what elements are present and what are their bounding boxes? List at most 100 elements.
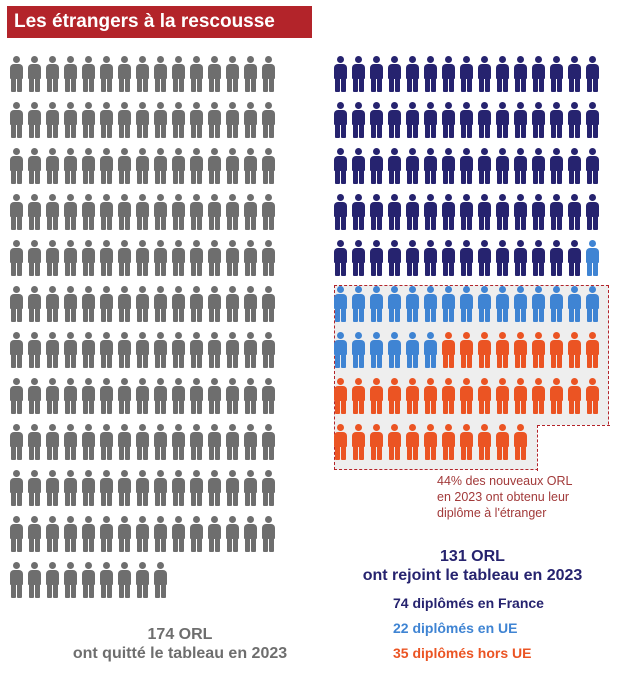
departed-person-icon	[64, 470, 77, 506]
departed-person-icon	[190, 194, 203, 230]
departed-person-icon	[190, 240, 203, 276]
france-graduate-icon	[478, 56, 491, 92]
france-graduate-icon	[496, 240, 509, 276]
france-graduate-icon	[550, 240, 563, 276]
non-eu-graduate-icon	[352, 424, 365, 460]
eu-graduate-icon	[388, 332, 401, 368]
non-eu-graduate-icon	[352, 378, 365, 414]
france-graduate-icon	[352, 148, 365, 184]
non-eu-graduate-icon	[586, 378, 599, 414]
departed-person-icon	[28, 562, 41, 598]
departed-person-icon	[64, 332, 77, 368]
departed-person-icon	[10, 102, 23, 138]
departed-person-icon	[208, 56, 221, 92]
departed-person-icon	[118, 424, 131, 460]
france-graduate-icon	[370, 148, 383, 184]
departed-caption: ont quitté le tableau en 2023	[72, 645, 288, 662]
departed-person-icon	[154, 194, 167, 230]
france-graduate-icon	[388, 240, 401, 276]
departed-person-icon	[100, 194, 113, 230]
departed-person-icon	[190, 378, 203, 414]
departed-person-icon	[10, 424, 23, 460]
departed-person-icon	[82, 56, 95, 92]
eu-graduate-icon	[352, 332, 365, 368]
france-graduate-icon	[352, 56, 365, 92]
non-eu-graduate-icon	[442, 332, 455, 368]
departed-stat: 174 ORL ont quitté le tableau en 2023	[15, 625, 345, 663]
departed-person-icon	[226, 516, 239, 552]
departed-person-icon	[262, 102, 275, 138]
non-eu-graduate-icon	[496, 378, 509, 414]
eu-graduate-icon	[586, 240, 599, 276]
departed-person-icon	[46, 148, 59, 184]
departed-person-icon	[244, 516, 257, 552]
eu-graduate-icon	[424, 332, 437, 368]
france-graduate-icon	[514, 194, 527, 230]
france-graduate-icon	[388, 56, 401, 92]
departed-person-icon	[136, 240, 149, 276]
departed-person-icon	[64, 56, 77, 92]
france-graduate-icon	[460, 56, 473, 92]
france-graduate-icon	[478, 102, 491, 138]
france-graduate-icon	[442, 240, 455, 276]
departed-person-icon	[28, 240, 41, 276]
departed-person-icon	[172, 516, 185, 552]
departed-person-icon	[118, 332, 131, 368]
france-graduate-icon	[370, 102, 383, 138]
departed-person-icon	[190, 286, 203, 322]
departed-person-icon	[10, 378, 23, 414]
departed-person-icon	[46, 562, 59, 598]
non-eu-graduate-icon	[496, 424, 509, 460]
departed-person-icon	[46, 332, 59, 368]
departed-orl-pictogram	[10, 56, 290, 616]
departed-person-icon	[136, 562, 149, 598]
departed-person-icon	[118, 56, 131, 92]
france-graduate-icon	[352, 240, 365, 276]
non-eu-graduate-icon	[496, 332, 509, 368]
departed-person-icon	[118, 516, 131, 552]
france-graduate-icon	[550, 194, 563, 230]
departed-person-icon	[136, 194, 149, 230]
departed-person-icon	[262, 424, 275, 460]
departed-person-icon	[244, 424, 257, 460]
non-eu-graduate-icon	[586, 332, 599, 368]
departed-person-icon	[154, 470, 167, 506]
non-eu-graduate-icon	[532, 332, 545, 368]
departed-person-icon	[82, 332, 95, 368]
departed-person-icon	[64, 148, 77, 184]
departed-person-icon	[154, 148, 167, 184]
departed-person-icon	[64, 286, 77, 322]
non-eu-graduate-icon	[334, 424, 347, 460]
departed-person-icon	[262, 470, 275, 506]
departed-person-icon	[118, 562, 131, 598]
non-eu-graduate-icon	[514, 378, 527, 414]
france-graduate-icon	[370, 56, 383, 92]
france-graduate-icon	[568, 148, 581, 184]
france-graduate-icon	[460, 102, 473, 138]
departed-person-icon	[172, 194, 185, 230]
departed-person-icon	[190, 332, 203, 368]
departed-person-icon	[244, 194, 257, 230]
departed-person-icon	[136, 56, 149, 92]
non-eu-graduate-icon	[550, 378, 563, 414]
france-graduate-icon	[532, 102, 545, 138]
france-graduate-icon	[496, 102, 509, 138]
departed-person-icon	[262, 148, 275, 184]
departed-person-icon	[136, 332, 149, 368]
departed-person-icon	[172, 332, 185, 368]
departed-person-icon	[100, 562, 113, 598]
france-graduate-icon	[424, 102, 437, 138]
departed-person-icon	[82, 286, 95, 322]
departed-person-icon	[10, 470, 23, 506]
departed-person-icon	[226, 424, 239, 460]
departed-person-icon	[46, 470, 59, 506]
departed-person-icon	[154, 240, 167, 276]
departed-person-icon	[208, 378, 221, 414]
non-eu-graduate-icon	[550, 332, 563, 368]
departed-person-icon	[208, 102, 221, 138]
departed-person-icon	[64, 424, 77, 460]
france-graduate-icon	[334, 194, 347, 230]
departed-person-icon	[226, 470, 239, 506]
departed-person-icon	[244, 332, 257, 368]
eu-graduate-icon	[370, 286, 383, 322]
